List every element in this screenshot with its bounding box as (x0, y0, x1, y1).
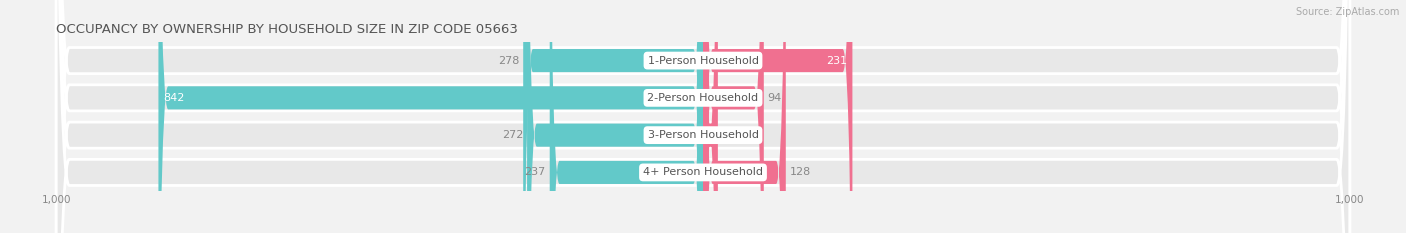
Text: 278: 278 (498, 56, 519, 65)
FancyBboxPatch shape (703, 0, 718, 233)
FancyBboxPatch shape (703, 0, 763, 233)
Text: 842: 842 (163, 93, 186, 103)
Text: 237: 237 (524, 168, 546, 177)
FancyBboxPatch shape (56, 0, 1350, 233)
Text: 231: 231 (827, 56, 848, 65)
FancyBboxPatch shape (527, 0, 703, 233)
FancyBboxPatch shape (56, 0, 1350, 233)
Text: 2-Person Household: 2-Person Household (647, 93, 759, 103)
Text: OCCUPANCY BY OWNERSHIP BY HOUSEHOLD SIZE IN ZIP CODE 05663: OCCUPANCY BY OWNERSHIP BY HOUSEHOLD SIZE… (56, 23, 519, 36)
Text: 23: 23 (721, 130, 735, 140)
FancyBboxPatch shape (56, 0, 1350, 233)
Text: Source: ZipAtlas.com: Source: ZipAtlas.com (1295, 7, 1399, 17)
Text: 94: 94 (768, 93, 782, 103)
FancyBboxPatch shape (703, 0, 852, 233)
Text: 3-Person Household: 3-Person Household (648, 130, 758, 140)
FancyBboxPatch shape (159, 0, 703, 233)
FancyBboxPatch shape (550, 0, 703, 233)
FancyBboxPatch shape (56, 0, 1350, 233)
Text: 272: 272 (502, 130, 523, 140)
FancyBboxPatch shape (523, 0, 703, 233)
Text: 4+ Person Household: 4+ Person Household (643, 168, 763, 177)
FancyBboxPatch shape (703, 0, 786, 233)
Text: 128: 128 (790, 168, 811, 177)
Text: 1-Person Household: 1-Person Household (648, 56, 758, 65)
